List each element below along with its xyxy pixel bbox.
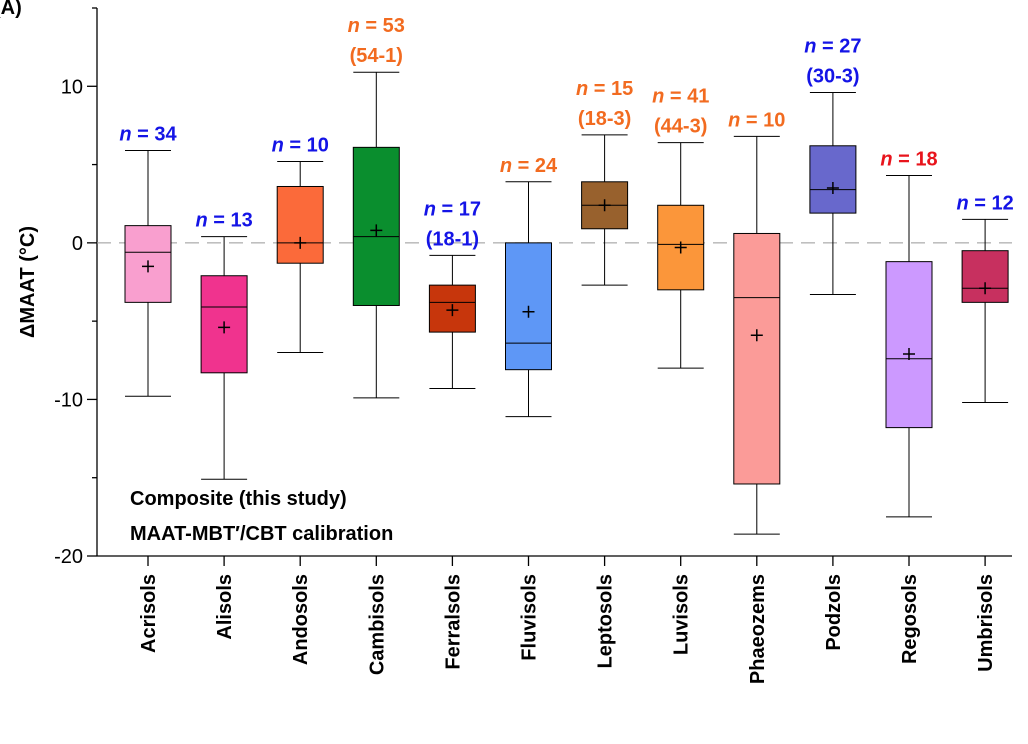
x-tick-label: Ferralsols	[442, 574, 464, 670]
x-tick-label: Alisols	[214, 574, 236, 640]
mean-marker	[674, 241, 687, 254]
n-label: n = 10	[272, 134, 329, 156]
x-tick-label: Acrisols	[138, 574, 160, 653]
n-label: (18-3)	[578, 108, 631, 130]
y-tick-label: 10	[61, 76, 83, 98]
x-tick-label: Fluvisols	[519, 574, 541, 661]
mean-marker	[522, 305, 535, 318]
n-label: (30-3)	[806, 66, 859, 88]
box	[961, 250, 1009, 303]
x-tick-label: Umbrisols	[975, 574, 997, 672]
n-label: (54-1)	[350, 45, 403, 67]
annotation: Composite (this study)	[130, 488, 347, 510]
y-tick-label: -10	[54, 389, 83, 411]
n-label: n = 34	[119, 123, 177, 145]
mean-marker	[370, 224, 383, 237]
n-label: n = 17	[424, 198, 481, 220]
n-label: n = 18	[880, 149, 937, 171]
x-tick-label: Cambisols	[366, 574, 388, 675]
box	[276, 185, 324, 264]
y-axis-label: ΔMAAT (°C)	[17, 226, 39, 338]
n-label: (44-3)	[654, 116, 707, 138]
n-label: n = 13	[195, 210, 252, 232]
box	[733, 232, 781, 485]
mean-marker	[142, 260, 154, 273]
n-label: n = 12	[956, 192, 1013, 214]
x-tick-label: Leptosols	[595, 574, 617, 668]
n-label: n = 15	[576, 78, 633, 100]
n-label: n = 10	[728, 109, 785, 131]
y-tick-label: -20	[54, 546, 83, 568]
mean-marker	[826, 182, 839, 195]
mean-marker	[903, 348, 915, 361]
box	[809, 145, 857, 214]
x-tick-label: Luvisols	[671, 574, 693, 655]
mean-marker	[294, 236, 307, 249]
n-label: (18-1)	[426, 228, 479, 250]
y-tick-label: 0	[72, 233, 83, 255]
x-tick-label: Andosols	[290, 574, 312, 665]
n-label: n = 27	[804, 36, 861, 58]
mean-marker	[979, 282, 992, 295]
box	[885, 261, 933, 429]
x-tick-label: Regosols	[899, 574, 921, 664]
n-label: n = 24	[500, 155, 558, 177]
mean-marker	[750, 329, 763, 342]
mean-marker	[218, 321, 231, 334]
n-label: n = 53	[348, 15, 405, 37]
mean-marker	[446, 304, 459, 317]
n-label: n = 41	[652, 86, 709, 108]
panel-label: (A)	[0, 0, 22, 19]
annotation: MAAT-MBT′/CBT calibration	[130, 523, 393, 545]
x-tick-label: Podzols	[823, 574, 845, 651]
x-tick-label: Phaeozems	[747, 574, 769, 684]
mean-marker	[598, 199, 611, 212]
